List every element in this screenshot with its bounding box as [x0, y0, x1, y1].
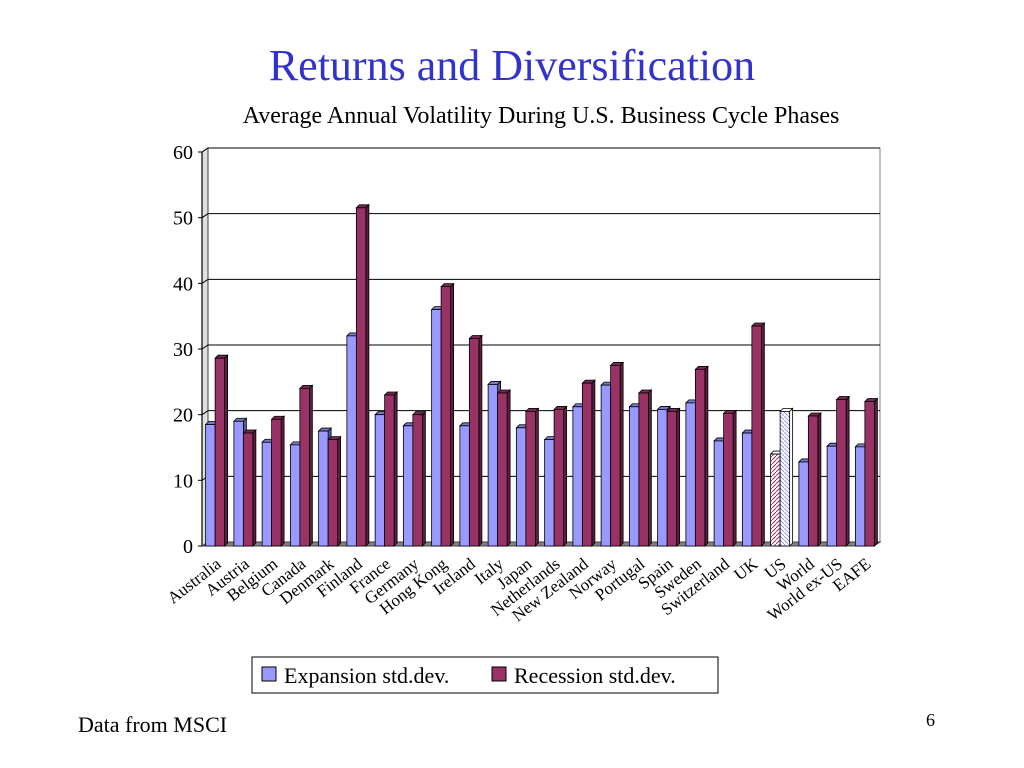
- bar-recession-uk: [750, 322, 766, 547]
- bar-recession-italy: [496, 389, 512, 547]
- bar-recession-australia: [214, 354, 229, 547]
- chart-title: Average Annual Volatility During U.S. Bu…: [243, 103, 840, 129]
- y-tick-label: 60: [173, 142, 193, 164]
- legend-swatch-recession: [491, 666, 507, 682]
- gridline: [201, 344, 880, 350]
- bar-recession-us: [779, 407, 794, 547]
- bar-recession-austria: [242, 429, 257, 547]
- gridline: [201, 278, 880, 284]
- bar-recession-ireland: [468, 334, 483, 547]
- bar-recession-eafe: [863, 397, 879, 547]
- bar-recession-netherlands: [553, 405, 568, 547]
- legend-label-expansion: Expansion std.dev.: [284, 663, 449, 688]
- bar-recession-sweden: [694, 365, 709, 547]
- legend-label-recession: Recession std.dev.: [514, 663, 676, 688]
- bar-recession-switzerland: [722, 409, 738, 547]
- bar-recession-new-zealand: [581, 379, 596, 547]
- bar-recession-france: [383, 391, 399, 547]
- bar-recession-canada: [298, 384, 314, 547]
- bar-recession-norway: [609, 361, 625, 547]
- bar-recession-portugal: [637, 389, 653, 547]
- bar-recession-spain: [666, 407, 681, 547]
- bar-recession-world: [807, 412, 822, 547]
- gridline: [201, 213, 880, 219]
- legend-box: [251, 656, 719, 694]
- bar-recession-germany: [411, 410, 427, 547]
- bar-recession-denmark: [327, 435, 342, 547]
- gridline: [201, 147, 880, 153]
- bar-recession-finland: [355, 203, 370, 547]
- y-tick-label: 10: [173, 470, 193, 492]
- bar-recession-japan: [524, 407, 540, 547]
- y-tick-label: 20: [173, 405, 193, 427]
- bar-recession-hong-kong: [440, 282, 455, 547]
- source-note: Data from MSCI: [78, 712, 228, 737]
- bar-recession-belgium: [270, 415, 286, 547]
- x-tick-label: UK: [730, 554, 762, 585]
- slide-title: Returns and Diversification: [268, 41, 756, 90]
- y-tick-label: 0: [183, 536, 193, 558]
- page-number: 6: [926, 710, 935, 730]
- legend-swatch-expansion: [261, 666, 277, 682]
- y-tick-label: 30: [173, 339, 193, 361]
- y-tick-label: 40: [173, 273, 193, 295]
- bar-recession-world-ex-us: [835, 395, 851, 547]
- gridline: [201, 410, 880, 416]
- y-tick-label: 50: [173, 208, 193, 230]
